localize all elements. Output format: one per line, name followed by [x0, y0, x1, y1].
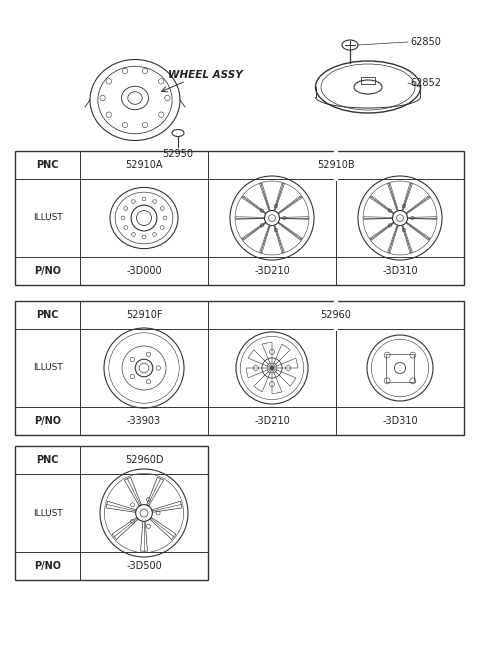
Text: PNC: PNC — [36, 455, 59, 465]
Text: -3D000: -3D000 — [126, 266, 162, 276]
Text: -33903: -33903 — [127, 416, 161, 426]
Text: ILLUST: ILLUST — [33, 214, 62, 223]
Text: ILLUST: ILLUST — [33, 508, 62, 517]
Text: P/NO: P/NO — [34, 266, 61, 276]
Bar — [15, 301, 464, 435]
Text: 62852: 62852 — [410, 78, 441, 88]
Text: P/NO: P/NO — [34, 561, 61, 571]
Text: ILLUST: ILLUST — [33, 364, 62, 373]
Text: 52910F: 52910F — [126, 310, 162, 320]
Text: 52910A: 52910A — [125, 160, 163, 170]
Text: P/NO: P/NO — [34, 416, 61, 426]
Text: -3D210: -3D210 — [254, 266, 290, 276]
Text: 52960D: 52960D — [125, 455, 163, 465]
Text: -3D500: -3D500 — [126, 561, 162, 571]
Text: PNC: PNC — [36, 160, 59, 170]
Text: PNC: PNC — [36, 310, 59, 320]
Text: -3D210: -3D210 — [254, 416, 290, 426]
Text: WHEEL ASSY: WHEEL ASSY — [168, 70, 242, 80]
Text: -3D310: -3D310 — [382, 266, 418, 276]
Text: 52960: 52960 — [321, 310, 351, 320]
Text: 52950: 52950 — [163, 149, 193, 159]
Text: 62850: 62850 — [410, 37, 441, 47]
Text: 52910B: 52910B — [317, 160, 355, 170]
Bar — [15, 446, 208, 580]
Bar — [15, 151, 464, 285]
Text: -3D310: -3D310 — [382, 416, 418, 426]
